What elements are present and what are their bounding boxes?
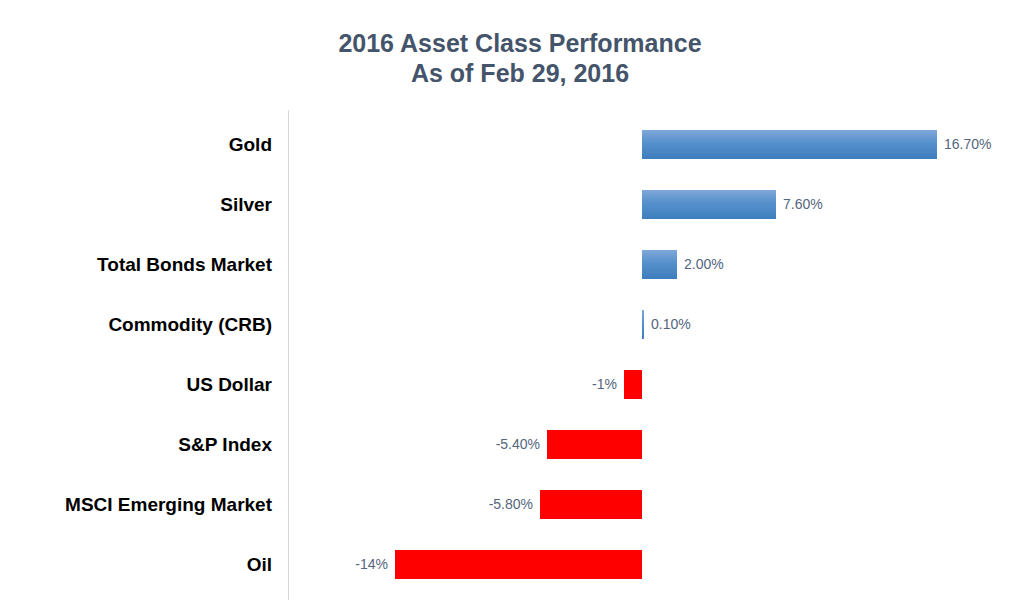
bar-negative <box>540 490 642 519</box>
category-label: US Dollar <box>0 370 272 399</box>
category-label: Oil <box>0 550 272 579</box>
value-label: 2.00% <box>684 250 724 279</box>
value-label: -5.80% <box>489 490 533 519</box>
category-label: S&P Index <box>0 430 272 459</box>
chart-title-line1: 2016 Asset Class Performance <box>0 28 1024 58</box>
value-label: -14% <box>355 550 388 579</box>
value-label: -1% <box>592 370 617 399</box>
value-label: 0.10% <box>651 310 691 339</box>
bar-positive <box>642 310 644 339</box>
value-label: 7.60% <box>783 190 823 219</box>
bar-positive <box>642 250 677 279</box>
value-label: -5.40% <box>496 430 540 459</box>
category-label: Commodity (CRB) <box>0 310 272 339</box>
bar-positive <box>642 190 776 219</box>
bar-positive <box>642 130 937 159</box>
chart-title-line2: As of Feb 29, 2016 <box>0 58 1024 88</box>
category-label: Total Bonds Market <box>0 250 272 279</box>
bar-negative <box>547 430 642 459</box>
bar-negative <box>624 370 642 399</box>
category-label: Silver <box>0 190 272 219</box>
chart-title: 2016 Asset Class Performance As of Feb 2… <box>0 28 1024 88</box>
category-label: Gold <box>0 130 272 159</box>
category-label: MSCI Emerging Market <box>0 490 272 519</box>
category-axis-line <box>288 110 289 600</box>
value-label: 16.70% <box>944 130 991 159</box>
chart-canvas: 2016 Asset Class Performance As of Feb 2… <box>0 0 1024 614</box>
bar-negative <box>395 550 642 579</box>
